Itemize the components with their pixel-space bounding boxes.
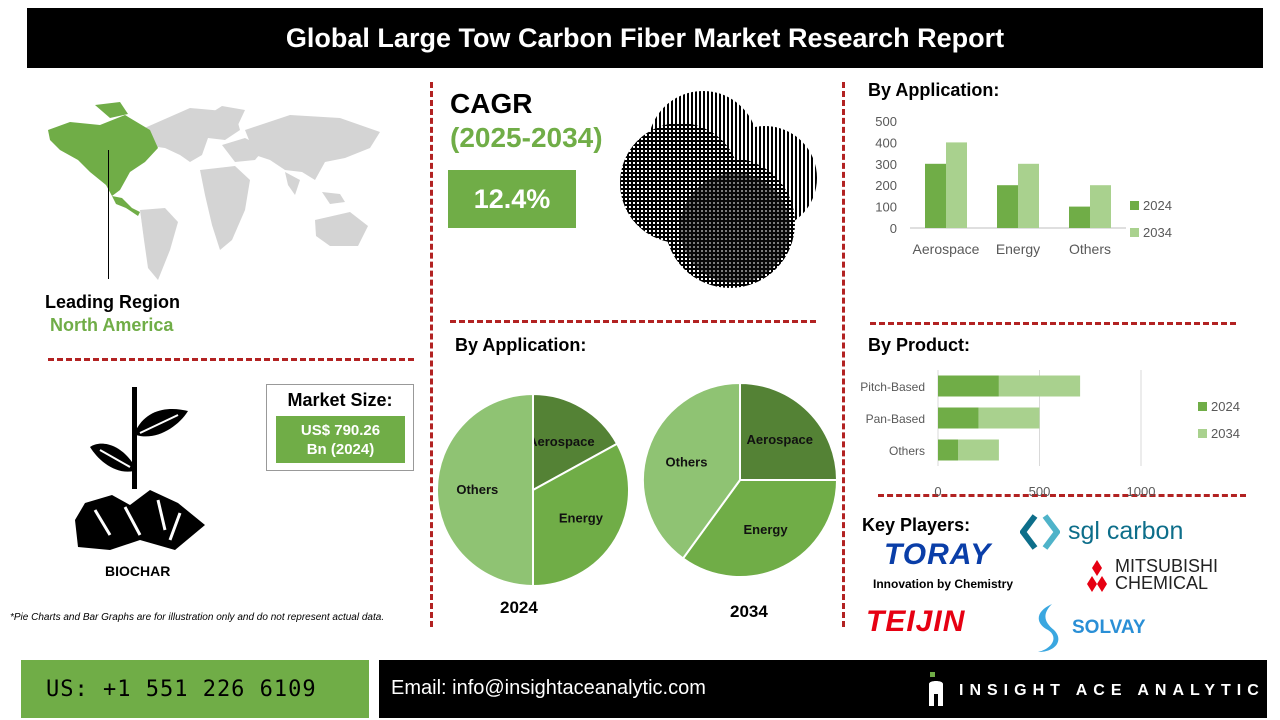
market-size-line2: Bn (2024) [306, 440, 375, 458]
pie-slice-others [642, 381, 741, 560]
biochar-plant-icon [75, 387, 205, 550]
divider-region [48, 358, 414, 361]
leading-region-value: North America [50, 315, 174, 335]
cagr-period: (2025-2034) [450, 122, 603, 153]
pie-slice-aerospace [739, 381, 839, 481]
pie-slice-label: Energy [744, 522, 789, 537]
app-bar-ytick: 300 [875, 157, 897, 172]
application-pie-charts: Aerospace Energy Others Aerospace Energy Othe… [436, 381, 839, 588]
market-size-label: Market Size: [287, 390, 393, 410]
sgl-carbon-logo: sgl carbon [1068, 517, 1184, 545]
market-size-card: Market Size: US$ 790.26 Bn (2024) [266, 384, 414, 471]
mitsubishi-logo: MITSUBISHI CHEMICAL [1115, 556, 1219, 593]
solvay-icon [1038, 604, 1059, 652]
teijin-logo: TEIJIN [866, 605, 966, 638]
app-bar-2034 [946, 142, 967, 228]
product-bar-2034 [958, 439, 999, 461]
app-bar-legend-swatch [1130, 228, 1139, 237]
pie-slice-label: Others [456, 482, 498, 497]
pie-2024-year: 2024 [500, 598, 538, 617]
world-map [48, 102, 380, 280]
mitsubishi-line2: CHEMICAL [1115, 573, 1209, 593]
app-bar-title: By Application: [868, 80, 1000, 100]
pie-slice-energy [681, 479, 839, 578]
app-bar-2034 [1090, 185, 1111, 228]
app-bar-ytick: 0 [890, 221, 897, 236]
app-bar-category: Others [1069, 241, 1111, 257]
footer-bar: Email: info@insightaceanalytic.com INSIG… [379, 660, 1267, 718]
app-bar-2034 [1018, 163, 1039, 228]
divider-app [870, 322, 1236, 325]
divider-product [878, 494, 1246, 497]
pie-slice-label: Aerospace [747, 432, 813, 447]
app-bar-2024 [1069, 206, 1090, 228]
product-xtick: 1000 [1127, 484, 1156, 497]
key-players-title: Key Players: [862, 515, 971, 535]
app-bar-category: Aerospace [913, 241, 980, 257]
app-pie-title: By Application: [455, 335, 587, 355]
solvay-logo: SOLVAY [1072, 617, 1146, 638]
phone-banner[interactable]: US: +1 551 226 6109 [21, 660, 369, 718]
product-category: Others [889, 444, 925, 458]
pie-2034-year: 2034 [730, 602, 768, 621]
app-bar-2024 [925, 163, 946, 228]
pie-slice-others [436, 392, 534, 588]
insight-ace-logo-icon [929, 672, 943, 706]
biochar-label: BIOCHAR [105, 563, 171, 579]
app-bar-legend-label: 2034 [1143, 225, 1172, 240]
pie-slice-label: Energy [559, 510, 604, 525]
product-bar-2024 [938, 375, 999, 397]
disclaimer: *Pie Charts and Bar Graphs are for illus… [10, 612, 385, 623]
brand-name: INSIGHT ACE ANALYTIC [959, 682, 1265, 699]
product-category: Pan-Based [866, 412, 925, 426]
product-legend-swatch [1198, 402, 1207, 411]
product-category: Pitch-Based [860, 380, 925, 394]
app-bar-category: Energy [996, 241, 1040, 257]
app-bar-legend-label: 2024 [1143, 198, 1172, 213]
email-link[interactable]: Email: info@insightaceanalytic.com [391, 677, 706, 699]
product-legend-label: 2024 [1211, 399, 1240, 414]
pie-slice-label: Others [666, 455, 708, 470]
divider-cagr [450, 320, 816, 323]
app-bar-ytick: 500 [875, 114, 897, 129]
divider-left [430, 82, 433, 627]
decorative-circles-graphic [620, 91, 817, 288]
product-bar-2034 [978, 407, 1040, 429]
product-bar-2024 [938, 407, 979, 429]
leading-region-label: Leading Region [45, 292, 180, 312]
cagr-value: 12.4% [448, 170, 576, 228]
region-pointer-line [108, 150, 109, 279]
product-legend-swatch [1198, 429, 1207, 438]
pie-slice-aerospace [532, 392, 619, 492]
product-xtick: 0 [934, 484, 941, 497]
toray-logo: TORAY [884, 538, 992, 571]
market-size-line1: US$ 790.26 [300, 421, 381, 439]
mitsubishi-diamonds-icon [1087, 560, 1107, 592]
app-bar-ytick: 100 [875, 200, 897, 215]
pie-slice-energy [532, 442, 630, 588]
toray-tagline: Innovation by Chemistry [873, 577, 1014, 591]
product-bar-2034 [998, 375, 1081, 397]
app-bar-ytick: 400 [875, 135, 897, 150]
application-bar-chart: 0 100 200 300 400 500 Aerospace Energy Others 202… [875, 114, 1172, 257]
sgl-carbon-icon [1020, 514, 1060, 550]
pie-slice-label: Aerospace [528, 434, 594, 449]
product-legend-label: 2034 [1211, 426, 1240, 441]
app-bar-2024 [997, 185, 1018, 228]
app-bar-ytick: 200 [875, 178, 897, 193]
app-bar-legend-swatch [1130, 201, 1139, 210]
cagr-label: CAGR [450, 88, 533, 119]
mitsubishi-line1: MITSUBISHI [1115, 556, 1219, 576]
product-bar-chart: 0 500 1000 Pitch-Based Pan-Based Others 2024 20… [860, 370, 1240, 497]
page-title: Global Large Tow Carbon Fiber Market Res… [27, 8, 1263, 68]
product-bar-2024 [938, 439, 959, 461]
product-title: By Product: [868, 335, 971, 355]
product-xtick: 500 [1029, 484, 1051, 497]
divider-right [842, 82, 845, 627]
market-size-value: US$ 790.26 Bn (2024) [276, 416, 405, 463]
